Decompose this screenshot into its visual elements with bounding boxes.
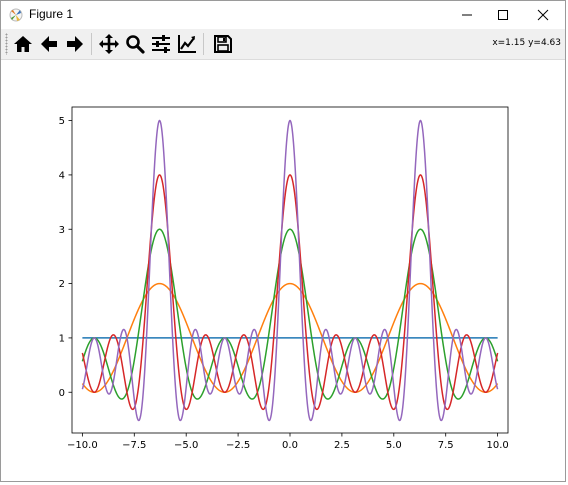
close-button[interactable]	[521, 1, 565, 29]
pan-icon	[99, 34, 119, 54]
y-tick-label: 2	[59, 279, 65, 290]
x-tick-label: 5.0	[386, 440, 402, 451]
x-tick-label: −10.0	[67, 440, 98, 451]
minimize-icon	[462, 14, 472, 16]
save-button[interactable]	[211, 32, 235, 56]
axes-frame	[71, 106, 509, 434]
configure-subplots-icon	[152, 35, 170, 53]
zoom-button[interactable]	[123, 32, 147, 56]
figure-canvas[interactable]: −10.0 −7.5 −5.0 −2.5 0.0 2.5 5.0 7.5 10.0 0 1 2 3 4 5	[1, 60, 565, 481]
matplotlib-app-icon	[9, 8, 23, 22]
window-title: Figure 1	[29, 7, 74, 21]
series-line-3	[81, 228, 499, 400]
edit-axis-icon	[178, 35, 196, 53]
x-tick-label: 7.5	[438, 440, 454, 451]
save-icon	[214, 35, 232, 53]
toolbar-separator	[91, 33, 92, 55]
x-tick-label: 10.0	[486, 440, 508, 451]
x-tick-label: −2.5	[226, 440, 250, 451]
toolbar-separator	[203, 33, 204, 55]
close-icon	[537, 9, 549, 21]
forward-button[interactable]	[63, 32, 87, 56]
home-button[interactable]	[11, 32, 35, 56]
x-tick-label: −7.5	[122, 440, 146, 451]
plot-svg[interactable]: −10.0 −7.5 −5.0 −2.5 0.0 2.5 5.0 7.5 10.0 0 1 2 3 4 5	[1, 60, 565, 481]
home-icon	[14, 36, 32, 52]
zoom-icon	[126, 35, 145, 54]
x-tick-label: −5.0	[174, 440, 198, 451]
back-icon	[41, 36, 57, 52]
y-tick-label: 1	[59, 333, 65, 344]
series-line-2	[81, 282, 499, 393]
maximize-icon	[498, 10, 508, 20]
maximize-button[interactable]	[481, 1, 525, 29]
configure-subplots-button[interactable]	[149, 32, 173, 56]
forward-icon	[67, 36, 83, 52]
title-bar: Figure 1	[1, 1, 565, 29]
toolbar-grip	[5, 33, 8, 55]
series-line-5	[81, 119, 499, 422]
x-tick-label: 2.5	[334, 440, 350, 451]
y-tick-label: 4	[59, 170, 65, 181]
navigation-toolbar: x=1.15 y=4.63	[1, 29, 565, 60]
edit-axis-button[interactable]	[175, 32, 199, 56]
cursor-coordinates: x=1.15 y=4.63	[492, 38, 561, 48]
back-button[interactable]	[37, 32, 61, 56]
pan-button[interactable]	[97, 32, 121, 56]
y-tick-label: 5	[59, 116, 65, 127]
y-tick-label: 3	[59, 225, 65, 236]
x-tick-label: 0.0	[282, 440, 298, 451]
minimize-button[interactable]	[445, 1, 489, 29]
y-tick-label: 0	[59, 388, 65, 399]
